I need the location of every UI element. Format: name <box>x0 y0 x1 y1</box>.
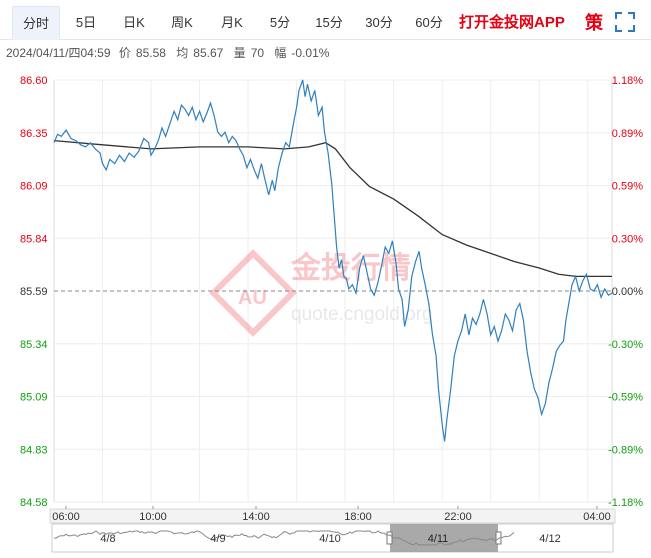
pct-tick-label: -1.18% <box>608 497 643 509</box>
strategy-icon[interactable]: 策 <box>584 11 606 33</box>
navigator-date-label: 4/12 <box>539 533 560 545</box>
navigator-trace <box>53 530 515 546</box>
navigator-date-label: 4/9 <box>210 533 225 545</box>
x-tick-label: 04:00 <box>583 511 611 523</box>
tab-intraday[interactable]: 分时 <box>12 6 60 40</box>
price-label: 价 <box>118 46 131 60</box>
pct-tick-label: 0.59% <box>612 181 643 193</box>
tab-weekly-k[interactable]: 周K <box>171 15 193 30</box>
watermark-logo-icon <box>209 249 297 337</box>
axis-labels: 86.60 1.18% 86.35 0.89% 86.09 0.59% 85.84 0.30%… <box>20 75 643 509</box>
fullscreen-icon[interactable] <box>614 11 636 33</box>
pct-tick-label: -0.89% <box>608 444 643 456</box>
avg-label: 均 <box>176 46 189 60</box>
y-tick-label: 86.09 <box>20 181 48 193</box>
x-tick-label: 14:00 <box>242 511 270 523</box>
avg-value: 85.67 <box>193 46 224 60</box>
quote-info-line: 2024/04/11/四04:59 价 85.58 均 85.67 量 70 幅 -0.… <box>6 44 336 62</box>
y-tick-label: 85.09 <box>20 392 48 404</box>
navigator-frame <box>51 523 614 553</box>
navigator-handle-left[interactable] <box>386 531 393 545</box>
navigator-date-label: 4/8 <box>100 533 115 545</box>
tab-30-min[interactable]: 30分 <box>365 15 393 30</box>
x-axis-bar <box>49 508 616 524</box>
y-tick-label: 85.59 <box>20 286 48 298</box>
grid-lines <box>53 79 613 503</box>
open-app-link[interactable]: 打开金投网APP <box>459 14 565 31</box>
volume-value: 70 <box>250 46 265 60</box>
pct-tick-label: 0.30% <box>612 233 643 245</box>
period-toolbar: 分时 5日 日K 周K 月K 5分 15分 30分 60分 打开金投网APP 策 <box>0 0 651 40</box>
x-tick-label: 10:00 <box>139 511 167 523</box>
x-axis: 06:00 10:00 14:00 18:00 22:00 04:00 <box>49 506 616 524</box>
series-price-line <box>53 79 613 442</box>
navigator-date-label: 4/11 <box>428 533 449 545</box>
intraday-chart[interactable]: AU 金投行情 quote.cngold.org 86.60 1.18% 86.35… <box>0 66 651 558</box>
pct-tick-label: 1.18% <box>612 75 643 87</box>
price-chart-svg[interactable]: AU 金投行情 quote.cngold.org 86.60 1.18% 86.35… <box>0 66 651 558</box>
tab-daily-k[interactable]: 日K <box>123 15 145 30</box>
watermark-cn-text: 金投行情 <box>290 251 411 285</box>
tab-5-min[interactable]: 5分 <box>269 15 291 30</box>
watermark-logo-text: AU <box>238 287 267 309</box>
pct-tick-label: -0.59% <box>608 392 643 404</box>
time-navigator: 4/8 4/9 4/10 4/11 4/12 <box>51 523 614 553</box>
y-tick-label: 84.58 <box>20 497 48 509</box>
watermark-url-text: quote.cngold.org <box>291 304 433 325</box>
y-tick-label: 84.83 <box>20 444 48 456</box>
change-value: -0.01% <box>291 46 330 60</box>
x-tick-label: 06:00 <box>52 511 80 523</box>
price-value: 85.58 <box>135 46 166 60</box>
navigator-date-label: 4/10 <box>319 533 340 545</box>
x-tick-label: 18:00 <box>344 511 372 523</box>
tab-monthly-k[interactable]: 月K <box>221 15 243 30</box>
watermark: AU 金投行情 quote.cngold.org <box>209 249 433 337</box>
y-tick-label: 86.60 <box>20 75 48 87</box>
pct-tick-label: 0.00% <box>612 286 643 298</box>
navigator-selection <box>390 524 498 552</box>
y-tick-label: 86.35 <box>20 128 48 140</box>
tab-15-min[interactable]: 15分 <box>315 15 343 30</box>
strategy-icon-glyph: 策 <box>585 12 604 33</box>
volume-label: 量 <box>233 46 246 60</box>
y-tick-label: 85.34 <box>20 339 48 351</box>
x-tick-label: 22:00 <box>444 511 472 523</box>
pct-tick-label: -0.30% <box>608 339 643 351</box>
quote-datetime: 2024/04/11/四04:59 <box>6 46 111 60</box>
pct-tick-label: 0.89% <box>612 128 643 140</box>
tab-5-day[interactable]: 5日 <box>75 15 97 30</box>
series-average-line <box>53 139 612 278</box>
change-label: 幅 <box>274 46 287 60</box>
y-tick-label: 85.84 <box>20 233 48 245</box>
tab-60-min[interactable]: 60分 <box>415 15 443 30</box>
